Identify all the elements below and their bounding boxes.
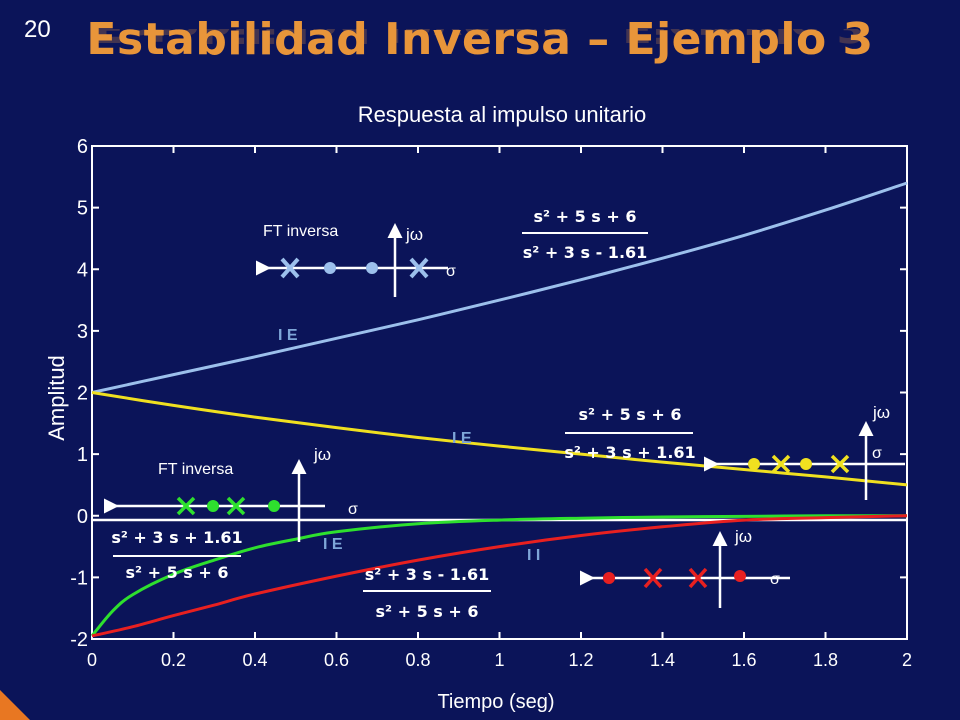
x-tick-label: 1.2: [568, 650, 593, 670]
series-lines: [90, 181, 908, 638]
ft-inversa-label-blue: FT inversa: [263, 223, 338, 240]
y-tick-label: 5: [77, 198, 88, 220]
pole-marker-blue-1: [280, 257, 300, 279]
pole-marker-green-2: [226, 496, 246, 516]
y-tick-label: 2: [77, 383, 88, 405]
tf-numerator-red: s² + 3 s - 1.61: [365, 565, 490, 584]
tf-numerator-blue: s² + 5 s + 6: [534, 207, 637, 226]
y-tick-label: 3: [77, 321, 88, 343]
x-tick-label: 1.4: [650, 650, 675, 670]
y-tick-label: -2: [70, 629, 88, 651]
y-tick-label: 1: [77, 444, 88, 466]
zero-marker-yellow-2: [800, 458, 812, 470]
axis-ticks: 0 0.2 0.4 0.6 0.8 1 1.2 1.4 1.6 1.8 2 -2 -1 0 1 2 3 4 5 6: [70, 136, 912, 670]
region-label-green: I E: [323, 536, 343, 553]
chart-title: Respuesta al impulso unitario: [358, 102, 647, 127]
tf-numerator-yellow: s² + 5 s + 6: [579, 405, 682, 424]
zero-marker-red-1: [603, 572, 615, 584]
annotation-blue: FT inversa jω σ I E s² + 5 s + 6 s² + 3 …: [256, 207, 648, 344]
sigma-label-green: σ: [348, 501, 358, 518]
annotation-red: jω σ I I s² + 3 s - 1.61 s² + 5 s + 6: [363, 527, 790, 621]
zero-marker-blue-2: [366, 262, 378, 274]
zero-marker-green-1: [207, 500, 219, 512]
y-tick-label: 0: [77, 506, 88, 528]
pole-marker-red-1: [643, 567, 663, 589]
x-tick-label: 0.2: [161, 650, 186, 670]
jw-label-green: jω: [313, 445, 331, 464]
tf-denominator-blue: s² + 3 s - 1.61: [523, 243, 648, 262]
jw-label-blue: jω: [405, 225, 423, 244]
zero-marker-blue-1: [324, 262, 336, 274]
series-line-yellow: [91, 391, 908, 487]
x-tick-label: 1.6: [731, 650, 756, 670]
ft-inversa-label-green: FT inversa: [158, 461, 233, 478]
y-axis-label: Amplitud: [44, 355, 69, 441]
pole-marker-red-2: [688, 567, 708, 589]
x-tick-label: 0.4: [242, 650, 267, 670]
pole-marker-yellow-1: [771, 454, 791, 474]
y-tick-label: 6: [77, 136, 88, 158]
annotation-yellow: jω σ I E s² + 5 s + 6 s² + 3 s + 1.61: [452, 403, 905, 500]
transfer-function-blue: s² + 5 s + 6 s² + 3 s - 1.61: [522, 207, 648, 262]
y-tick-label: 4: [77, 259, 88, 281]
pole-marker-yellow-2: [830, 454, 850, 474]
tf-denominator-red: s² + 5 s + 6: [376, 602, 479, 621]
x-tick-label: 2: [902, 650, 912, 670]
zero-marker-red-2: [734, 570, 746, 582]
sigma-label-blue: σ: [446, 263, 456, 280]
slide-number: 20: [24, 16, 51, 43]
series-line-green: [90, 514, 908, 637]
slide-title: Estabilidad Inversa – Ejemplo 3: [86, 14, 874, 65]
tf-denominator-green: s² + 5 s + 6: [126, 563, 229, 582]
zero-marker-yellow-1: [748, 458, 760, 470]
x-tick-label: 1: [494, 650, 504, 670]
pole-marker-green-1: [176, 496, 196, 516]
transfer-function-red: s² + 3 s - 1.61 s² + 5 s + 6: [363, 565, 491, 621]
region-label-red: I I: [527, 547, 540, 564]
zero-marker-green-2: [268, 500, 280, 512]
series-line-blue: [91, 181, 908, 394]
sigma-label-red: σ: [770, 571, 780, 588]
sigma-label-yellow: σ: [872, 445, 882, 462]
y-tick-label: -1: [70, 567, 88, 589]
x-tick-label: 0.6: [324, 650, 349, 670]
transfer-function-green: s² + 3 s + 1.61 s² + 5 s + 6: [111, 528, 242, 582]
x-tick-label: 1.8: [813, 650, 838, 670]
corner-accent: [0, 690, 30, 720]
jw-label-red: jω: [734, 527, 752, 546]
x-axis-label: Tiempo (seg): [437, 691, 554, 713]
region-label-blue: I E: [278, 327, 298, 344]
jw-label-yellow: jω: [872, 403, 890, 422]
tf-denominator-yellow: s² + 3 s + 1.61: [564, 443, 695, 462]
pole-marker-blue-2: [409, 257, 429, 279]
series-line-red: [91, 514, 908, 638]
tf-numerator-green: s² + 3 s + 1.61: [111, 528, 242, 547]
region-label-yellow: I E: [452, 430, 472, 447]
x-tick-label: 0: [87, 650, 97, 670]
x-tick-label: 0.8: [405, 650, 430, 670]
transfer-function-yellow: s² + 5 s + 6 s² + 3 s + 1.61: [564, 405, 695, 462]
annotation-green: FT inversa jω σ I E s² + 3 s + 1.61 s² +…: [104, 445, 358, 582]
